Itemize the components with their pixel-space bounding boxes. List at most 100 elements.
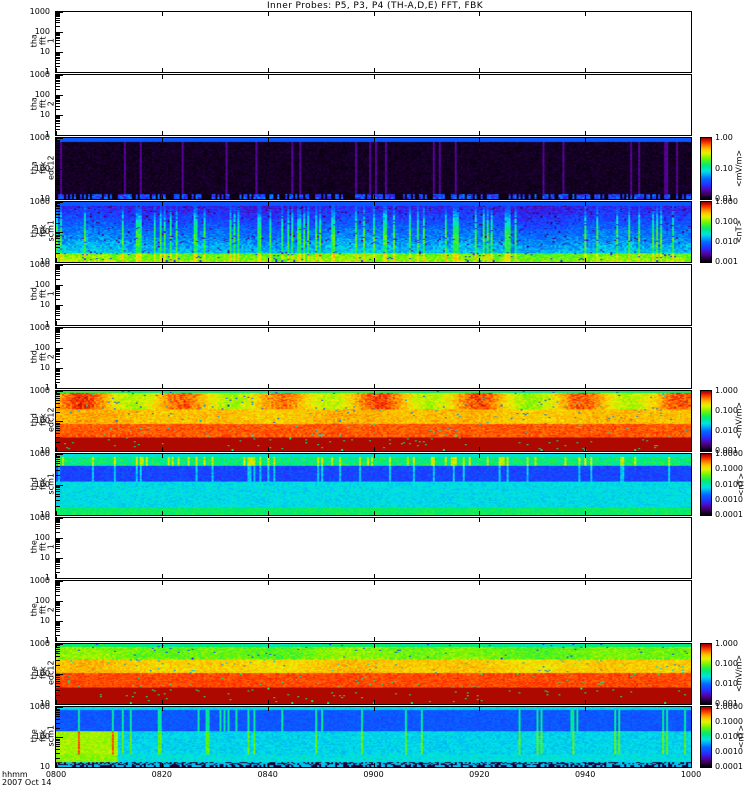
y-axis-minor-tick (56, 442, 60, 444)
y-axis-minor-tick (56, 85, 60, 87)
y-axis-minor-tick (56, 543, 60, 545)
x-axis-tick (479, 328, 481, 332)
y-axis-minor-tick (56, 252, 60, 254)
x-axis-tick (267, 384, 269, 390)
y-axis-minor-tick (56, 650, 60, 652)
y-axis-minor-tick (56, 89, 60, 91)
y-axis-minor-tick (56, 722, 60, 724)
y-axis-minor-tick (56, 13, 60, 15)
y-axis-label: 10 (39, 446, 50, 456)
x-axis-label: 0920 (469, 770, 490, 780)
y-axis-minor-tick (56, 491, 60, 493)
y-axis-minor-tick (56, 96, 60, 98)
y-axis-minor-tick (56, 603, 60, 605)
y-axis-minor-tick (56, 97, 60, 99)
y-axis-minor-tick (56, 290, 60, 292)
y-axis-minor-tick (56, 583, 60, 585)
y-axis-label: 100 (34, 669, 50, 679)
x-axis-tick (479, 75, 481, 80)
x-axis-tick (161, 384, 163, 390)
y-axis-tick (56, 737, 63, 739)
panel-label-the-fft-2: the fft 2 (29, 580, 56, 640)
y-axis-minor-tick (56, 184, 60, 186)
y-axis-minor-tick (56, 738, 60, 740)
x-axis-tick (479, 12, 481, 16)
colorbar (700, 453, 712, 516)
y-axis-minor-tick (56, 719, 60, 721)
x-axis-tick (585, 12, 587, 16)
y-axis-minor-tick (56, 542, 60, 544)
colorbar (700, 390, 712, 453)
y-axis-minor-tick (56, 125, 60, 127)
y-axis-minor-tick (56, 238, 60, 240)
panel-label-tha-fbk-edc12: tha fbk edc12 (29, 137, 56, 197)
y-axis-minor-tick (56, 665, 60, 667)
x-axis-tick (267, 12, 269, 16)
x-axis-tick (373, 75, 375, 80)
y-axis-tick (56, 451, 63, 453)
y-axis-label: 100 (34, 532, 50, 542)
y-axis-minor-tick (56, 169, 60, 171)
x-axis-tick (691, 201, 692, 206)
y-axis-tick (56, 704, 63, 706)
y-axis-tick (56, 168, 63, 170)
y-axis-minor-tick (56, 602, 60, 604)
y-axis-minor-tick (56, 548, 60, 550)
y-axis-minor-tick (56, 487, 60, 489)
x-axis-tick (691, 138, 692, 143)
y-axis-minor-tick (56, 129, 60, 131)
spectrogram-image (56, 391, 691, 452)
x-axis-tick (56, 510, 57, 516)
y-axis-tick (56, 421, 63, 423)
y-axis-minor-tick (56, 558, 60, 560)
colorbar-tick-label: 0.1000 (715, 717, 743, 727)
y-axis-minor-tick (56, 354, 60, 356)
y-axis-minor-tick (56, 626, 60, 628)
x-axis-tick (161, 447, 163, 453)
y-axis-minor-tick (56, 206, 60, 208)
y-axis-tick (56, 600, 63, 602)
y-axis-label: 10 (39, 762, 50, 772)
x-axis-tick (479, 321, 481, 326)
y-axis-minor-tick (56, 147, 60, 149)
y-axis-label: 100 (34, 90, 50, 100)
y-axis-tick (56, 115, 63, 117)
y-axis-minor-tick (56, 397, 60, 399)
y-axis-minor-tick (56, 683, 60, 685)
y-axis-minor-tick (56, 545, 60, 547)
y-axis-minor-tick (56, 46, 60, 48)
x-axis-tick (56, 328, 57, 332)
y-axis-minor-tick (56, 79, 60, 81)
panel-name-line3: 1 (46, 543, 56, 549)
y-axis-minor-tick (56, 528, 60, 530)
y-axis-minor-tick (56, 243, 60, 245)
y-axis-minor-tick (56, 38, 60, 40)
y-axis-minor-tick (56, 318, 60, 320)
y-axis-label: 100 (34, 163, 50, 173)
y-axis-minor-tick (56, 655, 60, 657)
x-axis-tick (479, 194, 481, 200)
colorbar-tick-label: 0.10 (715, 163, 733, 173)
y-axis-minor-tick (56, 56, 60, 58)
figure-title: Inner Probes: P5, P3, P4 (TH-A,D,E) FFT,… (267, 1, 483, 11)
y-axis-minor-tick (56, 531, 60, 533)
x-axis-tick (585, 131, 587, 137)
y-axis-minor-tick (56, 12, 60, 14)
y-axis-tick (56, 707, 63, 709)
spectrogram-image (56, 454, 691, 515)
x-axis-tick (691, 637, 692, 642)
x-axis-tick (585, 573, 587, 579)
y-axis-minor-tick (56, 588, 60, 590)
colorbar-unit-label: <mV/m> (734, 402, 744, 440)
panel-name-line3: 2 (46, 354, 56, 360)
y-axis-minor-tick (56, 270, 60, 272)
y-axis-minor-tick (56, 267, 60, 269)
y-axis-tick (56, 32, 63, 34)
colorbar-tick-label: 0.010 (715, 426, 738, 436)
y-axis-label: 1 (44, 320, 50, 329)
colorbar (700, 706, 712, 769)
x-axis-tick (479, 644, 481, 648)
y-axis-minor-tick (56, 369, 60, 371)
y-axis-minor-tick (56, 213, 60, 215)
x-axis-tick (373, 700, 375, 706)
